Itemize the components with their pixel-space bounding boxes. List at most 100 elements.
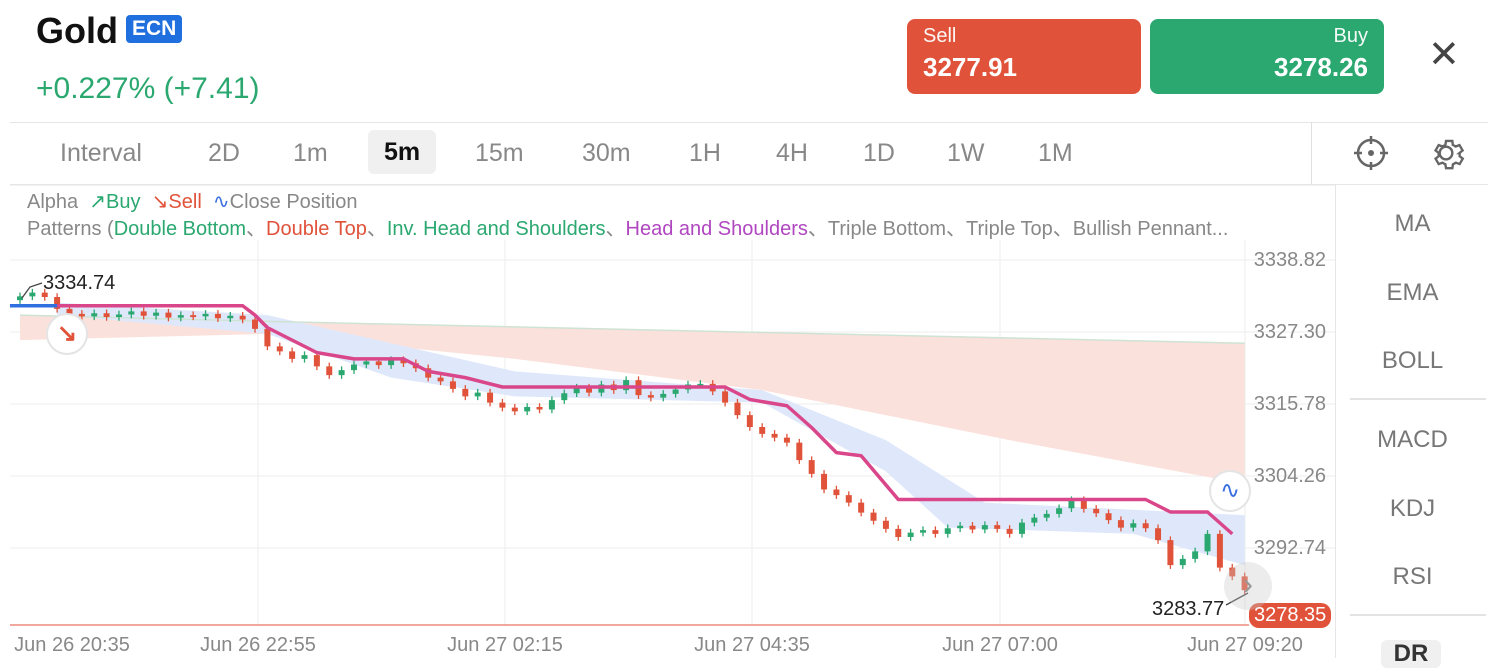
candle-up [227,315,234,319]
candle-up [957,525,964,529]
tab-1d[interactable]: 1D [863,139,895,167]
candle-down [41,292,48,297]
buy-price: 3278.26 [1274,52,1368,82]
buy-signal-icon: ↗ [83,191,107,213]
sep: 、 [807,218,828,240]
candle-up [128,311,135,315]
buy-legend: Buy [106,191,141,213]
candle-down [1006,528,1013,534]
indicator-ema[interactable]: EMA [1386,279,1439,306]
candle-up [1043,513,1050,518]
candle-down [808,460,815,474]
candle-up [672,389,679,394]
close-position-marker[interactable]: ∿ [1209,470,1251,512]
tab-1m[interactable]: 1m [293,139,328,167]
candle-down [511,407,518,412]
candle-up [1179,558,1186,566]
sep: 、 [605,218,626,240]
candle-down [821,473,828,490]
ecn-badge: ECN [126,15,183,43]
candle-down [833,489,840,496]
candle-down [969,525,976,530]
tab-1h[interactable]: 1H [689,139,721,167]
candle-down [165,312,172,318]
gear-icon[interactable] [1427,134,1465,172]
candle-up [177,315,184,318]
tab-5m[interactable]: 5m [368,130,437,174]
scroll-right-button[interactable]: › [1224,562,1272,610]
indicator-rsi[interactable]: RSI [1392,563,1433,590]
price-change: +0.227% (+7.41) [36,72,260,105]
candle-down [78,313,85,317]
indicator-macd[interactable]: MACD [1377,426,1448,453]
candle-up [153,312,160,316]
candle-down [870,512,877,521]
buy-button[interactable]: Buy 3278.26 [1150,19,1384,94]
candle-up [202,313,209,317]
candle-down [66,308,73,314]
sep: 、 [246,218,266,240]
candle-down [313,355,320,367]
interval-label: Interval [60,139,142,167]
indicator-sidebar: MA EMA BOLL MACD KDJ RSI DR [1335,185,1488,668]
candle-up [1018,522,1025,534]
trend-line [20,304,1234,536]
sell-signal-marker[interactable]: ↘ [46,313,88,355]
tab-1mo[interactable]: 1M [1038,139,1073,167]
close-icon[interactable]: ✕ [1428,34,1460,76]
candle-down [1241,576,1248,591]
divider [1350,614,1486,616]
candle-up [474,392,481,397]
indicator-boll[interactable]: BOLL [1381,347,1444,374]
patterns-prefix: Patterns ( [27,218,114,240]
candle-down [1167,540,1174,566]
tab-15m[interactable]: 15m [475,139,524,167]
candle-up [91,313,98,317]
sep: 、 [946,218,967,240]
tab-4h[interactable]: 4H [776,139,808,167]
candle-down [586,387,593,393]
patterns-legend: Patterns (Double Bottom、Double Top、Inv. … [27,212,1337,241]
candle-down [276,346,283,352]
candle-down [771,433,778,438]
alpha-label: Alpha [27,191,79,213]
tab-30m[interactable]: 30m [582,139,631,167]
candle-up [388,360,395,366]
x-tick: Jun 26 20:35 [14,634,130,656]
candle-up [573,387,580,394]
candle-down [734,402,741,416]
tab-1w[interactable]: 1W [947,139,985,167]
candle-up [548,400,555,410]
candle-up [338,370,345,376]
candle-down [759,427,766,434]
pattern-triple-top: Triple Top [966,218,1053,240]
candle-down [536,407,543,410]
candle-down [1142,523,1149,529]
candle-down [214,313,221,319]
tab-2d[interactable]: 2D [208,139,240,167]
divider [1350,398,1486,400]
buy-label: Buy [1333,25,1368,47]
pink-cloud-band [20,315,1245,484]
low-label: 3283.77 [1152,598,1225,620]
pink-band-edge [19,314,1245,344]
candle-down [647,395,654,398]
sell-button[interactable]: Sell 3277.91 [907,19,1141,94]
candle-down [499,402,506,408]
pattern-bullish-pennant: Bullish Pennant... [1072,218,1229,240]
indicator-kdj[interactable]: KDJ [1389,495,1436,522]
crosshair-icon[interactable] [1352,134,1390,172]
candle-down [895,528,902,537]
candle-down [882,520,889,529]
candle-down [1105,513,1112,521]
candle-down [845,495,852,503]
pattern-double-top: Double Top [266,218,367,240]
sell-label: Sell [923,25,957,47]
indicator-ma[interactable]: MA [1394,210,1431,237]
candle-up [17,296,23,301]
x-tick: Jun 27 02:15 [447,634,563,656]
y-tick: 3315.78 [1253,393,1326,415]
low-pointer [1225,592,1249,606]
close-position-legend: Close Position [229,191,358,213]
